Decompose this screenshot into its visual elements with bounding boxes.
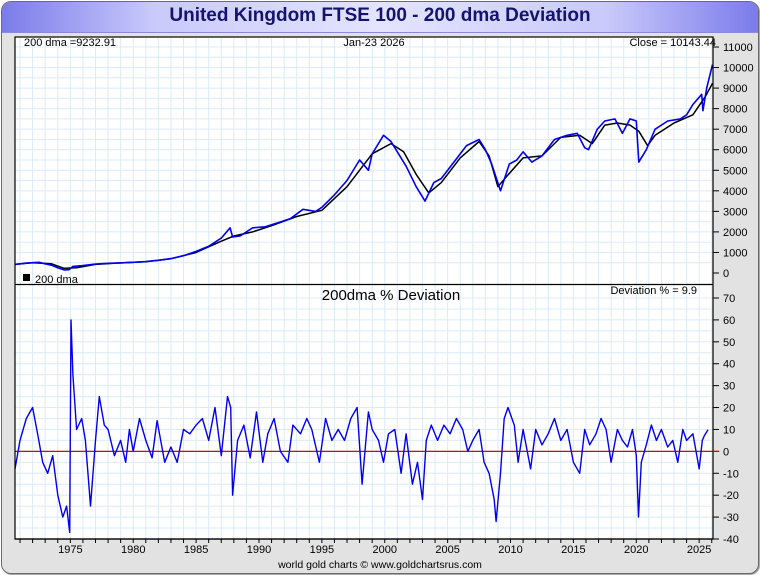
- x-tick-label: 2020: [624, 544, 648, 556]
- price-line: [14, 64, 714, 271]
- y-tick-label: 3000: [723, 206, 747, 218]
- y-tick-label: 50: [723, 337, 735, 349]
- dma-legend-swatch: [23, 274, 30, 281]
- y-tick-label: 4000: [723, 186, 747, 198]
- deviation-panel-bg: [15, 284, 713, 539]
- x-tick-label: 1985: [184, 544, 208, 556]
- x-tick-label: 1990: [247, 544, 271, 556]
- deviation-panel: -40 -30 -20 -10 0 10 20 30 40 50 60 70 1975 1980 1985 1…: [14, 293, 739, 556]
- y-tick-label: 5000: [723, 165, 747, 177]
- close-value-label: Close = 10143.44: [629, 37, 716, 49]
- x-tick-label: 1995: [310, 544, 334, 556]
- y-tick-label: 40: [723, 359, 735, 371]
- y-tick-label: -10: [723, 468, 739, 480]
- x-tick-label: 2025: [687, 544, 711, 556]
- chart-title: United Kingdom FTSE 100 - 200 dma Deviat…: [169, 5, 591, 26]
- deviation-line: [14, 319, 709, 534]
- x-tick-label: 2010: [498, 544, 522, 556]
- y-tick-label: 60: [723, 315, 735, 327]
- x-tick-label: 1980: [121, 544, 145, 556]
- y-tick-label: 30: [723, 381, 735, 393]
- grid: [15, 38, 713, 539]
- y-tick-label: 2000: [723, 227, 747, 239]
- y-tick-label: 20: [723, 403, 735, 415]
- y-tick-label: 8000: [723, 104, 747, 116]
- y-tick-label: 11000: [723, 42, 753, 54]
- date-label: Jan-23 2026: [343, 37, 404, 49]
- y-tick-label: 0: [723, 446, 729, 458]
- price-panel: 0 1000 2000 3000 4000 5000 6000 7000 8000 9000 100…: [14, 42, 754, 280]
- plot-border: [14, 36, 714, 540]
- y-tick-label: -20: [723, 490, 739, 502]
- x-tick-label: 2005: [435, 544, 459, 556]
- y-tick-label: 70: [723, 293, 735, 305]
- copyright-footer: world gold charts © www.goldchartsrus.co…: [278, 559, 482, 571]
- y-tick-label: 10: [723, 424, 735, 436]
- dma-value-label: 200 dma =9232.91: [24, 37, 116, 49]
- deviation-panel-title: 200dma % Deviation: [322, 287, 460, 304]
- dma-legend-label: 200 dma: [35, 274, 79, 286]
- deviation-value-label: Deviation % = 9.9: [610, 285, 697, 297]
- x-tick-label: 2000: [373, 544, 397, 556]
- y-tick-label: -30: [723, 512, 739, 524]
- y-tick-label: 6000: [723, 145, 747, 157]
- x-tick-label: 2015: [561, 544, 585, 556]
- y-tick-label: 0: [723, 268, 729, 280]
- y-tick-label: 7000: [723, 124, 747, 136]
- y-tick-label: -40: [723, 534, 739, 546]
- title-bar: United Kingdom FTSE 100 - 200 dma Deviat…: [2, 2, 758, 33]
- y-tick-label: 9000: [723, 83, 747, 95]
- x-tick-label: 1975: [58, 544, 82, 556]
- y-tick-label: 1000: [723, 247, 747, 259]
- y-tick-label: 10000: [723, 63, 754, 75]
